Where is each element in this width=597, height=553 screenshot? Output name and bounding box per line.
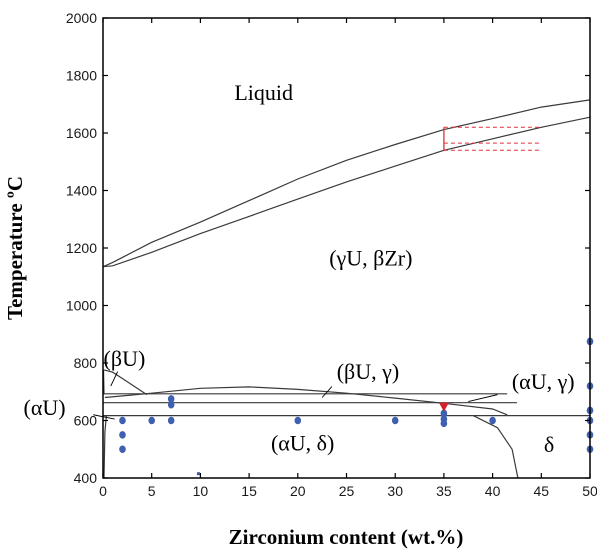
- region-labels: Liquid (γU, βZr) (βU) (αU) (βU, γ) (αU, γ) (αU…: [24, 80, 575, 457]
- leader-beta-u-gamma: [321, 386, 333, 398]
- region-label-3: (αU): [24, 395, 66, 420]
- y-tick-label-2000: 2000: [66, 10, 97, 26]
- data-point-red-0: [438, 402, 449, 412]
- y-tick-label-400: 400: [74, 470, 98, 486]
- boundary-liquidus: [102, 99, 591, 268]
- region-label-2: (βU): [104, 346, 146, 371]
- boundary-gamma-solvus: [104, 386, 508, 416]
- y-tick-label-1000: 1000: [66, 298, 97, 314]
- data-point-0-3: [148, 416, 155, 425]
- y-tick-label-1800: 1800: [66, 68, 97, 84]
- data-point-0-2: [119, 445, 126, 454]
- region-label-5: (αU, γ): [512, 369, 575, 394]
- x-tick-label-10: 10: [193, 483, 209, 499]
- y-tick-label-600: 600: [74, 413, 98, 429]
- region-label-7: δ: [544, 432, 554, 457]
- x-tick-label-40: 40: [485, 483, 501, 499]
- y-tick-label-1400: 1400: [66, 183, 97, 199]
- data-point-0-7: [294, 416, 302, 425]
- boundary-beta-U-region: [103, 369, 148, 396]
- data-point-0-10: [440, 415, 448, 423]
- x-tick-label-50: 50: [582, 483, 597, 499]
- points-layer: [119, 337, 594, 476]
- data-point-0-0: [119, 416, 126, 425]
- y-tick-label-1600: 1600: [66, 125, 97, 141]
- x-tick-label-0: 0: [99, 483, 107, 499]
- data-point-small-marker: [196, 472, 200, 476]
- x-tick-label-25: 25: [339, 483, 355, 499]
- x-tick-label-5: 5: [148, 483, 156, 499]
- y-tick-label-1200: 1200: [66, 240, 97, 256]
- boundary-solidus: [102, 116, 591, 268]
- region-label-6: (αU, δ): [271, 431, 334, 456]
- leader-alpha-u: [93, 414, 115, 420]
- x-tick-label-15: 15: [241, 483, 257, 499]
- data-point-0-1: [119, 431, 126, 439]
- axis-ticks: 0 5 10 15 20 25 30 35 40 45 50 400 600 800 1000 1200 140…: [66, 10, 597, 499]
- boundary-alpha-U-solvus: [103, 415, 107, 479]
- leader-beta-u: [110, 371, 119, 387]
- data-point-0-6: [167, 395, 175, 403]
- leader-alpha-u-gamma: [468, 394, 498, 402]
- boundary-delta-boundary: [472, 415, 519, 479]
- x-tick-label-30: 30: [387, 483, 403, 499]
- region-label-1: (γU, βZr): [329, 245, 412, 270]
- plot-layer: [93, 99, 591, 479]
- x-axis-title: Zirconium content (wt.%): [229, 525, 464, 549]
- x-tick-label-20: 20: [290, 483, 306, 499]
- data-point-0-5: [167, 400, 175, 409]
- region-label-0: Liquid: [234, 80, 293, 105]
- x-tick-label-35: 35: [436, 483, 452, 499]
- y-tick-label-800: 800: [74, 355, 98, 371]
- data-point-0-12: [489, 416, 496, 425]
- data-point-0-4: [167, 416, 175, 425]
- data-point-0-11: [440, 409, 448, 418]
- x-tick-label-45: 45: [534, 483, 550, 499]
- y-axis-title: Temperature ºC: [3, 176, 27, 320]
- region-label-4: (βU, γ): [337, 359, 399, 384]
- data-point-0-8: [391, 416, 399, 425]
